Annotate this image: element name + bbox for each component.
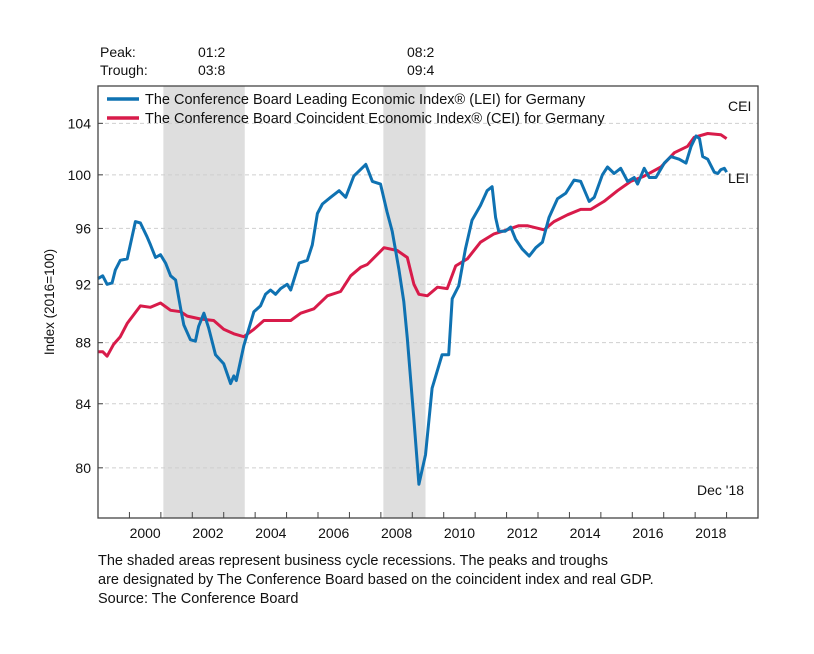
x-tick-label: 2010 [444,525,475,541]
recession-peak-date: 08:2 [407,44,434,60]
y-tick-label: 104 [68,115,92,131]
x-tick-label: 2018 [695,525,726,541]
recession-shading [163,86,426,518]
gridlines [98,122,758,469]
recession-peak-date: 01:2 [198,44,225,60]
recession-band [163,86,245,518]
x-tick-label: 2016 [632,525,663,541]
recession-dates: 01:2 03:8 08:2 09:4 [198,44,434,78]
footnote-line-2: are designated by The Conference Board b… [98,572,654,588]
y-tick-label: 92 [75,276,91,292]
footnote-line-3: Source: The Conference Board [98,591,299,607]
plot-frame [97,85,759,519]
legend-label-cei: The Conference Board Coincident Economic… [145,111,605,127]
x-tick-label: 2012 [507,525,538,541]
footnote: The shaded areas represent business cycl… [98,552,654,609]
lei-line [97,134,728,486]
lei-annotation: LEI [728,170,749,186]
legend: The Conference Board Leading Economic In… [107,92,605,127]
x-tick-label: 2000 [130,525,161,541]
cei-annotation: CEI [728,98,751,114]
y-tick-label: 96 [75,220,91,236]
legend-label-lei: The Conference Board Leading Economic In… [145,92,586,108]
cei-line [98,132,728,358]
footnote-line-1: The shaded areas represent business cycl… [98,553,608,569]
x-axis: 2000 2002 2004 2006 2008 2010 2012 2014 2016 2018 [128,512,728,541]
y-tick-label: 88 [75,335,91,351]
recession-trough-date: 09:4 [407,62,434,78]
x-tick-label: 2004 [255,525,286,541]
y-axis: 80 84 88 92 96 100 104 [68,115,103,476]
x-tick-label: 2006 [318,525,349,541]
y-tick-label: 84 [75,396,91,412]
date-annotation: Dec '18 [697,482,744,498]
y-tick-label: 80 [75,460,91,476]
x-tick-label: 2008 [381,525,412,541]
x-tick-label: 2014 [570,525,601,541]
y-axis-label: Index (2016=100) [42,249,57,355]
trough-label: Trough: [100,62,148,78]
recession-trough-date: 03:8 [198,62,225,78]
x-tick-label: 2002 [192,525,223,541]
peak-label: Peak: [100,44,136,60]
y-tick-label: 100 [68,167,92,183]
series-lines [97,132,728,486]
